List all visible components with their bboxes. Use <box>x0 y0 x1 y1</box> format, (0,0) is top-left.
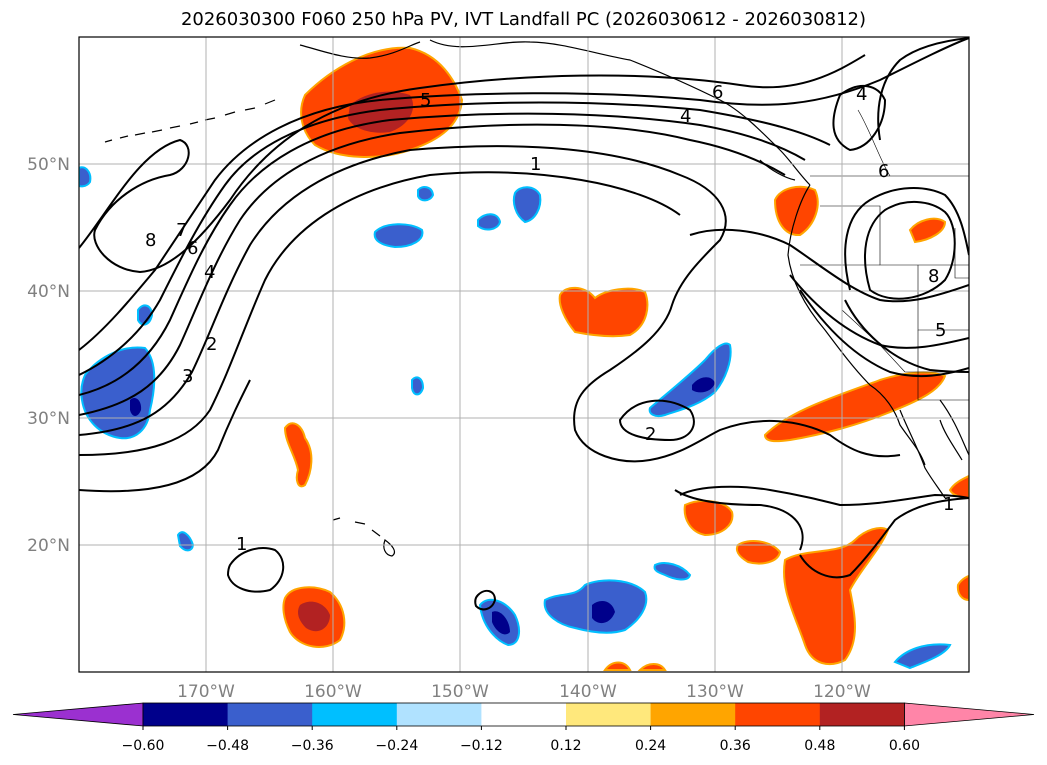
positive-anomaly-south-b <box>637 663 667 671</box>
negative-anomaly-tiny-a <box>417 186 435 202</box>
colorbar-tick-labels: −0.60 −0.48 −0.36 −0.24 −0.12 0.12 0.24 0.36 0.4… <box>122 738 920 754</box>
negative-anomaly-east-band <box>648 342 732 418</box>
colorbar-segment <box>312 703 398 726</box>
negative-anomaly-south-center-core <box>492 611 510 635</box>
negative-anomaly-south-large-core <box>592 600 615 624</box>
contour-label: 8 <box>145 230 156 251</box>
us-west-coast <box>787 184 926 466</box>
borders <box>800 109 969 401</box>
positive-anomaly-socal-band <box>763 371 947 443</box>
positive-anomaly-east-edge <box>956 574 969 602</box>
colorbar-segment <box>396 703 482 726</box>
negative-anomaly-north-small-b <box>512 186 542 224</box>
lat-tick-label: 20°N <box>27 536 70 556</box>
aleutian-islands <box>104 99 276 143</box>
colorbar-tick-label: −0.24 <box>375 738 418 754</box>
contour-label: 7 <box>176 220 187 241</box>
negative-anomaly-west-edge-top <box>79 166 92 188</box>
lon-tick-label: 170°W <box>177 682 235 702</box>
negative-anomaly-north-small-a <box>477 213 502 231</box>
negative-anomaly-east-band-core <box>692 377 715 393</box>
colorbar-tick-label: −0.48 <box>206 738 249 754</box>
negative-anomaly-west-small <box>137 304 154 326</box>
lon-tick-label: 160°W <box>304 682 362 702</box>
colorbar-tick-label: 0.60 <box>889 738 920 754</box>
negative-anomaly-tiny-b <box>411 376 425 396</box>
colorbar-tick-label: 0.12 <box>550 738 581 754</box>
positive-anomaly-baja <box>948 474 969 500</box>
positive-anomaly-oregon <box>773 185 819 237</box>
contour-label: 1 <box>943 494 954 515</box>
contour-label: 4 <box>204 262 215 283</box>
lat-tick-label: 40°N <box>27 282 70 302</box>
colorbar: −0.60 −0.48 −0.36 −0.24 −0.12 0.12 0.24 0.36 0.4… <box>12 702 1035 754</box>
contour-label: 4 <box>680 106 691 127</box>
negative-anomaly-north-center <box>373 223 424 249</box>
contour-label: 3 <box>182 366 193 387</box>
colorbar-segments <box>12 702 1035 730</box>
lon-tick-label: 130°W <box>686 682 744 702</box>
map-title: 2026030300 F060 250 hPa PV, IVT Landfall… <box>180 9 867 30</box>
lon-tick-label: 120°W <box>813 682 871 702</box>
colorbar-tick-label: 0.48 <box>804 738 835 754</box>
contour-label: 6 <box>187 238 198 259</box>
contour-label: 1 <box>530 154 541 175</box>
colorbar-segment <box>735 703 821 726</box>
alaska-coast <box>299 39 811 186</box>
colorbar-high-extend-arrow <box>904 702 1035 727</box>
contour-label: 6 <box>712 82 723 103</box>
contour-label: 8 <box>928 266 939 287</box>
lat-tick-label: 50°N <box>27 155 70 175</box>
positive-anomaly-hawaii-south-core <box>298 601 330 632</box>
contour-label: 2 <box>206 334 217 355</box>
longitude-tick-labels: 170°W 160°W 150°W 140°W 130°W 120°W <box>177 682 871 702</box>
baja-california <box>899 409 963 499</box>
negative-anomaly-south-small <box>653 562 692 581</box>
lat-tick-label: 30°N <box>27 409 70 429</box>
colorbar-tick-label: −0.60 <box>122 738 165 754</box>
colorbar-segment <box>650 703 736 726</box>
lon-tick-label: 140°W <box>559 682 617 702</box>
map-frame <box>78 36 970 673</box>
positive-anomaly-mid-pacific <box>558 286 649 338</box>
positive-anomaly-hawaii-north <box>283 422 313 488</box>
colorbar-segment <box>143 703 229 726</box>
negative-anomaly-southeast <box>893 643 952 670</box>
colorbar-segment <box>819 703 905 726</box>
colorbar-segment <box>227 703 313 726</box>
colorbar-tick-label: 0.36 <box>720 738 751 754</box>
colorbar-low-extend-arrow <box>12 702 144 727</box>
contour-label: 4 <box>856 84 867 105</box>
contour-label: 5 <box>420 90 431 111</box>
latitude-tick-labels: 50°N 40°N 30°N 20°N <box>27 155 70 556</box>
hawaii-islands <box>332 517 396 557</box>
mexico-coast <box>939 399 969 456</box>
gridlines <box>79 37 969 672</box>
contour-labels: 5 1 8 7 6 4 2 3 1 2 6 4 6 4 8 5 1 <box>145 82 954 555</box>
colorbar-segment <box>481 703 567 726</box>
colorbar-tick-label: −0.36 <box>291 738 334 754</box>
contour-label: 1 <box>236 534 247 555</box>
coastlines <box>104 39 969 557</box>
colorbar-tick-label: −0.12 <box>460 738 503 754</box>
negative-anomaly-west-core <box>130 398 142 416</box>
contour-label: 5 <box>935 320 946 341</box>
contour-label: 2 <box>645 424 656 445</box>
lon-tick-label: 150°W <box>431 682 489 702</box>
colorbar-tick-label: 0.24 <box>635 738 666 754</box>
positive-anomaly-subtropic-b <box>735 539 782 565</box>
pv-contours <box>79 37 969 611</box>
positive-anomaly-idaho <box>908 217 947 244</box>
contour-label: 6 <box>878 161 889 182</box>
colorbar-outline <box>142 702 905 727</box>
positive-anomaly-south-a <box>603 661 632 671</box>
colorbar-segment <box>566 703 652 726</box>
